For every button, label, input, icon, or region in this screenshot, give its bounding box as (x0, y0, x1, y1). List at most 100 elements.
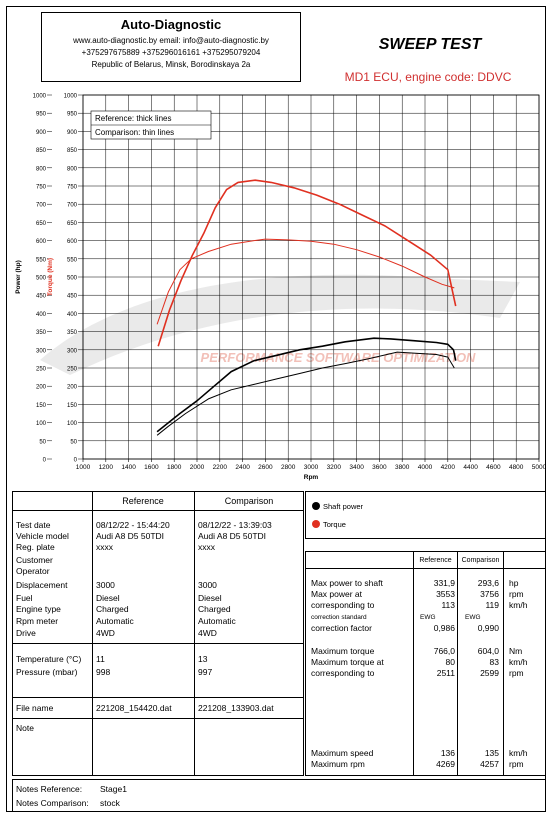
plot-border (82, 94, 540, 460)
y-tick-label-torque: 750 (67, 185, 78, 191)
result-cmp-value: 604,0 (477, 646, 499, 656)
info-label: Reg. plate (16, 542, 55, 552)
x-tick-label: 2800 (281, 464, 296, 471)
notes-box (12, 779, 546, 812)
y-tick-label-power: 200 (36, 385, 47, 391)
y-tick-label-torque: 300 (67, 348, 78, 354)
y-tick-label-torque: 150 (67, 403, 78, 409)
x-tick-label: 4600 (486, 464, 501, 471)
result-label: Maximum torque at (311, 657, 384, 667)
result-ref-value: 4269 (436, 759, 455, 769)
result-label: correction factor (311, 623, 372, 633)
info-col-cmp: Comparison (224, 496, 274, 506)
y-tick-label-torque: 550 (67, 257, 78, 263)
y-tick-label-torque: 200 (67, 385, 78, 391)
result-cmp-value: 3756 (480, 589, 499, 599)
info-label: Customer (16, 555, 53, 565)
info-cmp-value: Automatic (198, 616, 236, 626)
y-tick-label-torque: 250 (67, 367, 78, 373)
info-cmp-value: xxxx (198, 542, 215, 552)
result-label: Max power at (311, 589, 363, 599)
info-ref-value: Charged (96, 604, 129, 614)
x-tick-label: 4000 (418, 464, 433, 471)
y-tick-label-power: 1000 (33, 94, 47, 100)
y-axis-label-power: Power (hp) (15, 260, 22, 294)
result-label: correction standard (311, 614, 367, 621)
x-tick-label: 3400 (349, 464, 364, 471)
result-label: Max power to shaft (311, 578, 383, 588)
series-line-torque-comparison (156, 238, 455, 325)
y-tick-label-torque: 0 (74, 458, 78, 464)
result-unit: rpm (509, 668, 524, 678)
y-tick-label-torque: 450 (67, 294, 78, 300)
result-unit: km/h (509, 748, 528, 758)
file-ref: 221208_154420.dat (96, 703, 172, 713)
y-tick-label-power: 150 (36, 403, 47, 409)
x-tick-label: 3000 (304, 464, 319, 471)
series-line-shaft-power-comparison (156, 351, 455, 436)
y-tick-label-power: 900 (36, 130, 47, 136)
x-tick-label: 2400 (235, 464, 250, 471)
y-tick-label-torque: 950 (67, 112, 78, 118)
y-tick-label-power: 500 (36, 276, 47, 282)
info-label: Vehicle model (16, 531, 69, 541)
y-tick-label-torque: 500 (67, 276, 78, 282)
x-tick-label: 5000 (532, 464, 547, 471)
x-tick-label: 1000 (76, 464, 91, 471)
x-tick-label: 1200 (99, 464, 114, 471)
x-tick-label: 3600 (372, 464, 387, 471)
info-label: Test date (16, 520, 51, 530)
result-unit: Nm (509, 646, 523, 656)
notes-cmp-label: Notes Comparison: (16, 798, 89, 808)
y-tick-label-power: 400 (36, 312, 47, 318)
y-tick-label-power: 300 (36, 348, 47, 354)
shaft-power-legend-icon (312, 502, 320, 510)
x-axis-label: Rpm (304, 474, 319, 481)
y-tick-label-power: 700 (36, 203, 47, 209)
y-tick-label-torque: 1000 (64, 94, 78, 100)
y-tick-label-power: 450 (36, 294, 47, 300)
results-divider (305, 568, 546, 569)
notes-cmp-value: stock (100, 798, 120, 808)
y-tick-label-power: 0 (43, 458, 47, 464)
result-unit: km/h (509, 657, 528, 667)
result-label: Maximum rpm (311, 759, 365, 769)
info-ref-value: Diesel (96, 593, 120, 603)
watermark-swoosh (40, 274, 520, 375)
info-cmp-value: Diesel (198, 593, 222, 603)
sweep-chart: PERFORMANCE SOFTWARE OPTIMIZATION 1000 120… (15, 94, 547, 482)
result-unit: km/h (509, 600, 528, 610)
report-title: SWEEP TEST (378, 36, 482, 53)
x-tick-label: 1400 (121, 464, 136, 471)
info-cmp-value: 3000 (198, 580, 217, 590)
y-tick-label-torque: 400 (67, 312, 78, 318)
info-divider (12, 697, 304, 698)
y-tick-label-power: 50 (39, 439, 46, 445)
result-cmp-value: 293,6 (477, 578, 499, 588)
x-tick-label: 4800 (509, 464, 524, 471)
watermark-text: PERFORMANCE SOFTWARE OPTIMIZATION (201, 350, 477, 365)
y-axis-label-torque: Torque (Nm) (47, 258, 54, 296)
result-unit: rpm (509, 589, 524, 599)
y-tick-label-torque: 650 (67, 221, 78, 227)
info-label: Fuel (16, 593, 33, 603)
info-divider (12, 510, 304, 511)
info-table (12, 491, 304, 776)
pressure-ref: 998 (96, 667, 111, 677)
y-tick-label-power: 800 (36, 166, 47, 172)
y-tick-label-torque: 50 (70, 439, 77, 445)
x-tick-label: 2600 (258, 464, 273, 471)
result-label: Maximum speed (311, 748, 374, 758)
y-tick-label-torque: 600 (67, 239, 78, 245)
x-tick-label: 4400 (463, 464, 478, 471)
x-tick-label: 3800 (395, 464, 410, 471)
company-phones: +375297675889 +375296016161 +37529507920… (81, 48, 261, 57)
results-col-ref: Reference (419, 557, 452, 564)
info-cmp-value: Audi A8 D5 50TDI (198, 531, 267, 541)
legend-shaft-power: Shaft power (323, 502, 364, 511)
x-tick-label: 4200 (441, 464, 456, 471)
series-line-shaft-power-reference (156, 337, 457, 433)
result-ref-value: 80 (445, 657, 455, 667)
info-ref-value: Automatic (96, 616, 134, 626)
torque-legend-icon (312, 520, 320, 528)
